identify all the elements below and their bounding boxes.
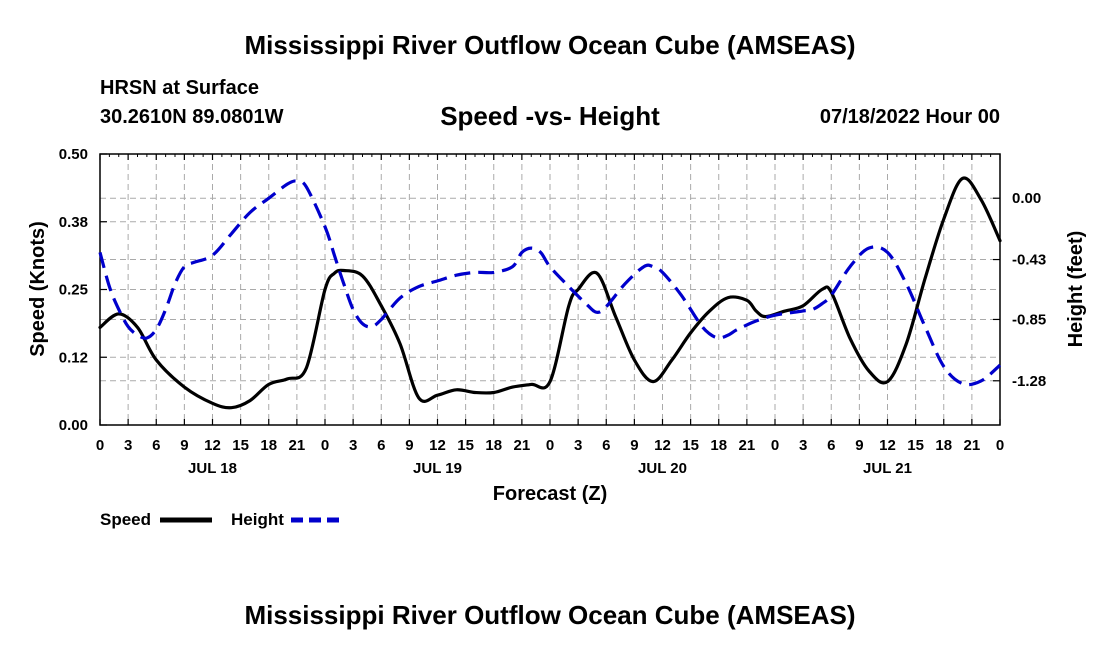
x-tick-label: 9: [630, 437, 638, 454]
x-tick-label: 3: [124, 437, 132, 454]
day-label: JUL 20: [638, 460, 687, 477]
day-label: JUL 18: [188, 460, 237, 477]
y-axis-title: Speed (Knots): [27, 221, 49, 357]
day-label: JUL 21: [863, 460, 912, 477]
x-tick-label: 6: [377, 437, 385, 454]
x-tick-label: 0: [996, 437, 1004, 454]
x-tick-label: 9: [180, 437, 188, 454]
y2-tick-label: -0.43: [1012, 252, 1046, 269]
x-tick-label: 3: [799, 437, 807, 454]
legend-label-height: Height: [231, 510, 284, 529]
axis-labels: 0 3 6 9 12 15 18 21 0 3 6 9 12 15 18 21 0 3 6 9 12 15 18 21 0 3 6 9…: [59, 146, 1046, 477]
x-tick-label: 21: [514, 437, 531, 454]
x-tick-label: 0: [321, 437, 329, 454]
x-tick-label: 9: [405, 437, 413, 454]
x-tick-label: 18: [485, 437, 502, 454]
coordinates-label: 30.2610N 89.0801W: [100, 106, 284, 128]
x-tick-label: 0: [546, 437, 554, 454]
chart-subtitle: Speed -vs- Height: [440, 101, 660, 131]
station-label: HRSN at Surface: [100, 77, 259, 99]
x-axis-title: Forecast (Z): [493, 483, 607, 505]
x-tick-label: 18: [260, 437, 277, 454]
x-tick-label: 18: [935, 437, 952, 454]
day-label: JUL 19: [413, 460, 462, 477]
x-tick-label: 12: [654, 437, 671, 454]
x-tick-label: 21: [289, 437, 306, 454]
x-tick-label: 6: [602, 437, 610, 454]
series-line-height: [98, 179, 1002, 387]
x-tick-label: 15: [232, 437, 249, 454]
legend-label-speed: Speed: [100, 510, 151, 529]
x-tick-label: 12: [204, 437, 221, 454]
y-tick-label: 0.38: [59, 214, 88, 231]
x-tick-label: 21: [964, 437, 981, 454]
y-tick-label: 0.25: [59, 282, 88, 299]
x-tick-label: 18: [710, 437, 727, 454]
x-tick-label: 21: [739, 437, 756, 454]
x-tick-label: 3: [574, 437, 582, 454]
x-tick-label: 15: [682, 437, 699, 454]
y2-tick-label: -1.28: [1012, 373, 1046, 390]
x-tick-label: 12: [879, 437, 896, 454]
x-tick-label: 0: [771, 437, 779, 454]
x-tick-label: 3: [349, 437, 357, 454]
chart-title-bottom: Mississippi River Outflow Ocean Cube (AM…: [244, 600, 856, 630]
x-tick-label: 6: [827, 437, 835, 454]
chart-title: Mississippi River Outflow Ocean Cube (AM…: [244, 30, 856, 60]
x-tick-label: 15: [907, 437, 924, 454]
x-tick-label: 9: [855, 437, 863, 454]
y2-tick-label: -0.85: [1012, 311, 1046, 328]
x-tick-label: 0: [96, 437, 104, 454]
y-tick-label: 0.50: [59, 146, 88, 163]
series-layer: [98, 176, 1002, 410]
x-tick-label: 12: [429, 437, 446, 454]
series-line-speed: [98, 176, 1002, 410]
y-tick-label: 0.12: [59, 349, 88, 366]
x-tick-label: 6: [152, 437, 160, 454]
legend: Speed Height: [100, 510, 343, 529]
x-tick-label: 15: [457, 437, 474, 454]
forecast-datetime: 07/18/2022 Hour 00: [819, 106, 1000, 128]
y2-tick-label: 0.00: [1012, 190, 1041, 207]
axis-ticks: [99, 153, 1001, 426]
y2-axis-title: Height (feet): [1065, 231, 1087, 348]
y-tick-label: 0.00: [59, 417, 88, 434]
